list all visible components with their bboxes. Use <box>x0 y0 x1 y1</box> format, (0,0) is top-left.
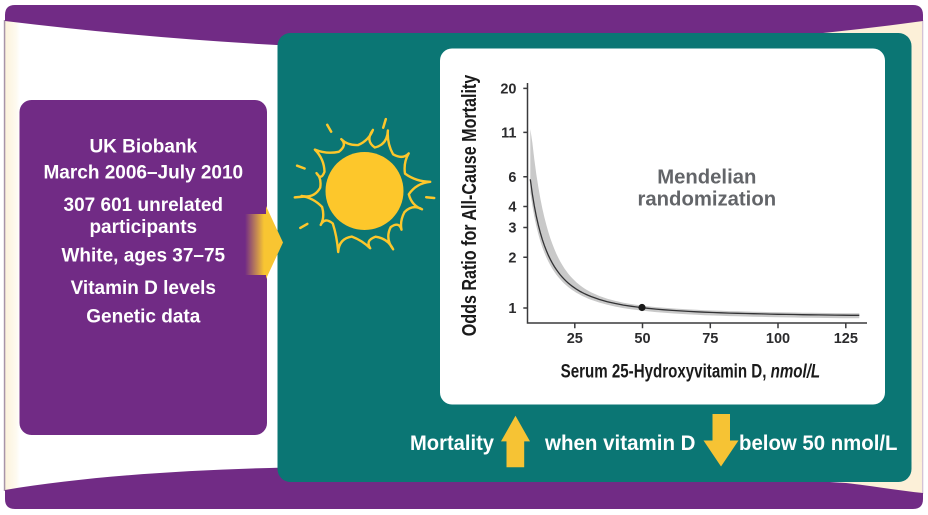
svg-text:20: 20 <box>500 82 516 98</box>
svg-text:participants: participants <box>89 217 197 238</box>
svg-text:Serum 25-Hydroxyvitamin D, nmo: Serum 25-Hydroxyvitamin D, nmol/L <box>561 361 821 382</box>
svg-text:11: 11 <box>501 126 516 142</box>
svg-text:Vitamin D levels: Vitamin D levels <box>71 278 216 299</box>
svg-text:4: 4 <box>508 200 516 216</box>
svg-text:100: 100 <box>766 331 790 347</box>
svg-text:Genetic data: Genetic data <box>86 307 200 328</box>
svg-text:when vitamin D: when vitamin D <box>544 432 695 455</box>
svg-text:White, ages 37–75: White, ages 37–75 <box>61 246 225 267</box>
svg-text:randomization: randomization <box>638 188 777 210</box>
svg-text:25: 25 <box>567 331 583 347</box>
svg-text:75: 75 <box>702 331 718 347</box>
svg-text:2: 2 <box>508 250 516 266</box>
svg-text:50: 50 <box>634 331 650 347</box>
svg-text:1: 1 <box>508 301 516 317</box>
svg-text:Mendelian: Mendelian <box>657 166 756 188</box>
svg-text:307 601 unrelated: 307 601 unrelated <box>64 195 223 216</box>
svg-text:Mortality: Mortality <box>410 432 494 455</box>
svg-text:March 2006–July 2010: March 2006–July 2010 <box>43 163 243 184</box>
svg-text:below 50 nmol/L: below 50 nmol/L <box>739 432 898 455</box>
svg-text:3: 3 <box>508 221 516 237</box>
svg-text:6: 6 <box>508 170 516 186</box>
svg-text:125: 125 <box>834 331 858 347</box>
svg-text:Odds Ratio for All-Cause Morta: Odds Ratio for All-Cause Mortality <box>458 74 481 336</box>
svg-text:UK Biobank: UK Biobank <box>89 137 197 158</box>
